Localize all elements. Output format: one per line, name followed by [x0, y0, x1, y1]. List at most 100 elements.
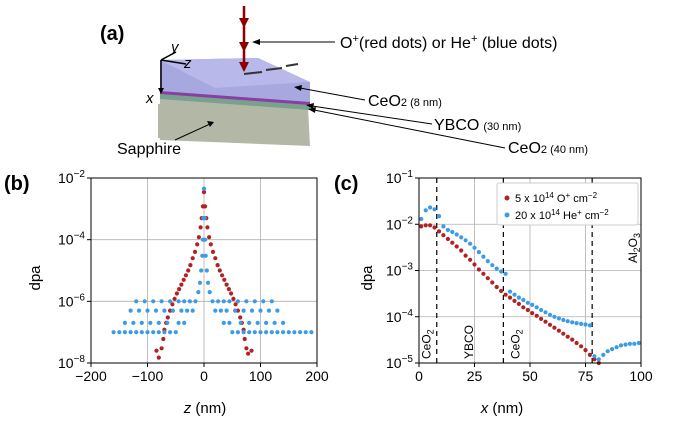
data-point-red [503, 292, 508, 297]
data-point-red [525, 307, 530, 313]
data-point-blue [145, 330, 150, 335]
data-point-blue [507, 289, 513, 294]
data-point-red [156, 355, 161, 360]
data-point-blue [199, 268, 204, 273]
tick-label-x: 100 [629, 368, 653, 384]
data-point-blue [128, 308, 133, 313]
axis-z-arrow [160, 59, 187, 65]
data-point-red [192, 249, 198, 254]
data-point-blue [182, 299, 187, 304]
data-point-blue [269, 330, 274, 335]
data-point-red [174, 291, 179, 296]
data-point-blue [193, 299, 198, 304]
data-point-red [229, 291, 234, 296]
data-point-blue [539, 307, 544, 313]
data-point-red [244, 346, 249, 351]
data-point-blue [235, 330, 240, 335]
data-point-red [570, 337, 575, 342]
data-point-red [222, 277, 227, 282]
legend-box [496, 182, 639, 226]
data-point-blue [441, 224, 446, 229]
tick-label-x: 50 [522, 368, 538, 384]
data-point-red [476, 267, 481, 272]
data-point-red [450, 240, 455, 245]
ion-track [243, 63, 299, 75]
data-point-red [530, 311, 535, 316]
data-point-blue [203, 253, 208, 258]
legend-marker-blue [504, 212, 510, 218]
data-point-red [561, 331, 566, 336]
data-point-blue [134, 299, 139, 304]
ion-pointer-head [252, 39, 260, 45]
ceo2-bottom-layer [160, 93, 310, 110]
tick-label-x: −200 [75, 368, 107, 384]
data-point-blue [227, 320, 232, 325]
layer-top-pointer-head [294, 85, 302, 91]
data-point-blue [512, 292, 517, 297]
substrate-pointer [174, 123, 211, 141]
data-point-red [205, 225, 210, 230]
tick-label-x: 25 [467, 368, 483, 384]
layer-top-label: CeO2 (8 nm) [368, 93, 442, 110]
data-point-blue [255, 320, 260, 325]
data-point-red [499, 288, 504, 294]
data-point-red [161, 336, 166, 342]
data-point-blue [139, 320, 144, 325]
data-point-red [238, 315, 243, 320]
axis-x-arrowhead [158, 88, 164, 94]
panel-c: (c) dpa x (nm) CeO2 YBCO CeO2 Al2O3 0 25 50 75… [334, 169, 653, 417]
data-point-blue [241, 330, 246, 335]
data-point-blue [145, 308, 150, 313]
substrate-label: Sapphire [117, 141, 181, 158]
data-point-blue [450, 229, 455, 235]
tick-label-y: 10−4 [386, 308, 413, 325]
substrate-face [160, 96, 310, 146]
data-point-blue [610, 347, 615, 352]
tick-label-x: 0 [200, 368, 208, 384]
data-point-red [188, 263, 193, 268]
data-point-blue [428, 205, 433, 210]
data-point-blue [168, 330, 173, 335]
layer-bottom-label: CeO2 (40 nm) [508, 140, 588, 157]
data-point-blue [213, 308, 218, 313]
tick-label-y: 10−1 [386, 169, 413, 186]
data-point-blue [275, 308, 280, 313]
data-point-blue [176, 299, 181, 304]
data-point-red [521, 305, 526, 310]
data-point-red [159, 346, 164, 351]
data-point-blue [272, 320, 277, 325]
data-point-blue [587, 323, 593, 328]
data-point-red [481, 271, 486, 276]
data-point-red [472, 262, 477, 267]
data-point-red [177, 287, 182, 292]
data-point-blue [156, 320, 161, 325]
data-point-blue [122, 320, 127, 325]
data-point-red [445, 236, 450, 242]
data-point-blue [592, 354, 597, 359]
data-point-blue [202, 216, 207, 221]
data-point-blue [173, 330, 178, 335]
data-point-red [516, 301, 522, 306]
layer-top-pointer [299, 87, 366, 101]
data-point-blue [227, 299, 232, 304]
panel-a-label: (a) [100, 23, 124, 45]
data-point-red [226, 287, 231, 292]
data-point-blue [432, 207, 437, 212]
legend-label-red: 5 x 1014 O+ cm−2 [515, 191, 598, 205]
data-point-red [494, 284, 499, 290]
panel-b-ticks: −200 −100 0 100 200 10−8 10−6 10−4 10−2 [58, 169, 329, 384]
data-point-blue [556, 316, 562, 321]
layer-bottom-pointer-head [308, 107, 316, 113]
data-point-blue [547, 312, 553, 317]
legend-label-blue: 20 x 1014 He+ cm−2 [515, 208, 609, 222]
data-point-blue [503, 271, 508, 276]
data-point-red [224, 282, 229, 287]
data-point-blue [534, 305, 539, 310]
data-point-blue [454, 232, 459, 237]
data-point-blue [176, 320, 181, 325]
data-point-red [547, 322, 553, 327]
data-point-blue [472, 245, 477, 250]
data-point-blue [636, 340, 641, 346]
data-point-red [490, 280, 495, 285]
panel-c-ylabel: dpa [359, 265, 376, 291]
